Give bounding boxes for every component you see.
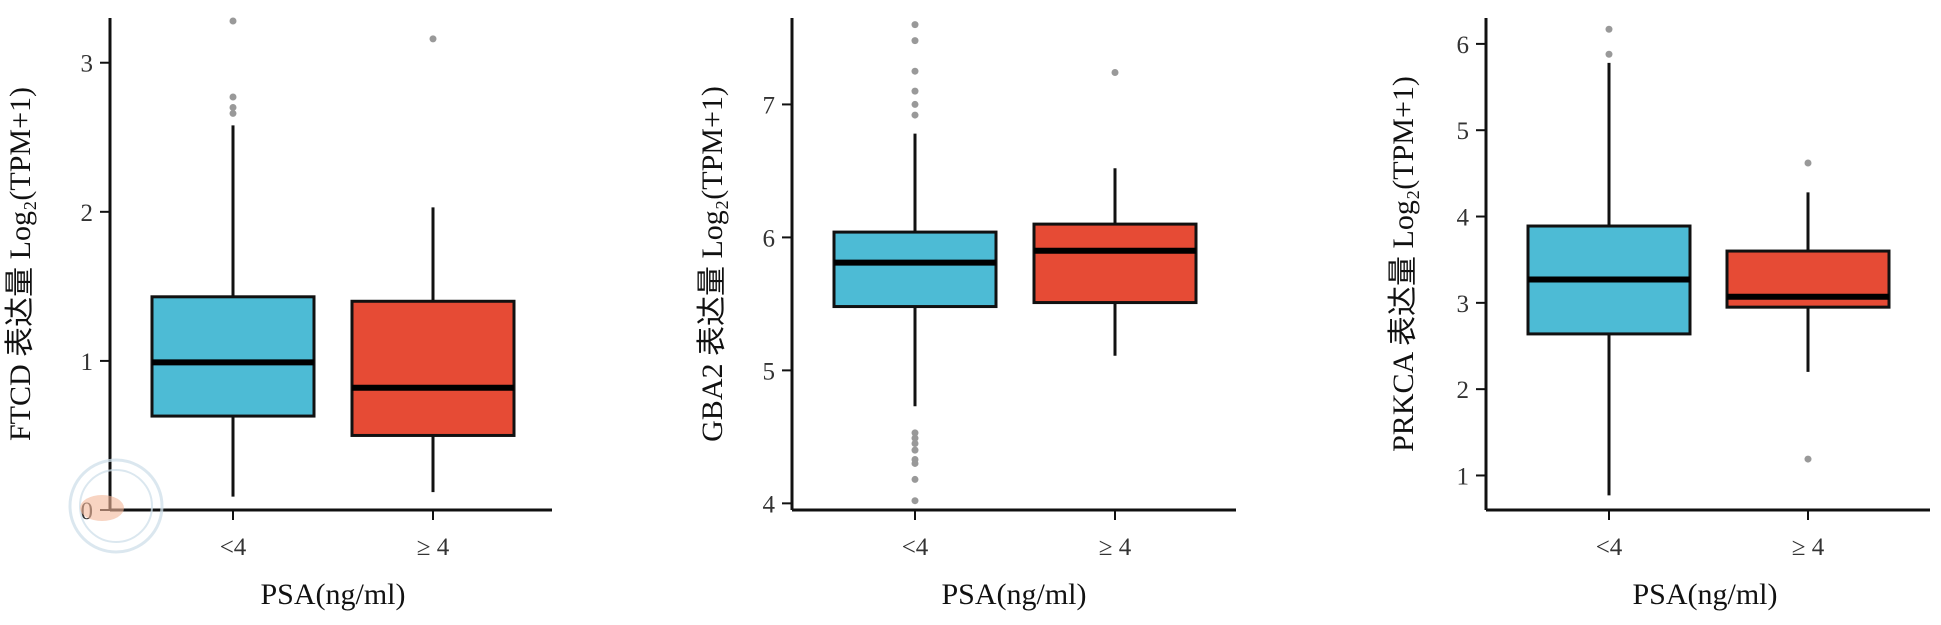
outlier-point: [911, 434, 919, 442]
x-tick-label: <4: [220, 534, 247, 561]
y-tick-label: 7: [763, 92, 776, 119]
y-tick-label: 5: [763, 358, 776, 385]
x-tick-label: ≥ 4: [417, 534, 450, 561]
outlier-point: [911, 475, 919, 483]
box-lt4: [150, 295, 316, 418]
y-tick-label: 6: [763, 225, 776, 252]
x-tick-label: <4: [902, 534, 929, 561]
outlier-point: [911, 100, 919, 108]
outlier-point: [911, 497, 919, 505]
watermark-inner-ring: [79, 469, 153, 543]
outlier-point: [229, 17, 237, 25]
outlier-point: [911, 111, 919, 119]
box-ge4: [350, 299, 516, 437]
y-tick-label: 4: [763, 491, 776, 518]
outlier-point: [911, 87, 919, 95]
outlier-point: [911, 440, 919, 448]
outlier-point: [911, 37, 919, 45]
box-ge4: [1032, 222, 1198, 305]
outlier-point: [229, 93, 237, 101]
outlier-point: [1804, 159, 1812, 167]
outlier-point: [1605, 25, 1613, 33]
watermark-emblem: [80, 495, 124, 521]
outlier-point: [229, 109, 237, 117]
outlier-point: [911, 455, 919, 463]
y-tick-label: 1: [81, 349, 94, 376]
outlier-point: [911, 446, 919, 454]
journal-seal-icon: [68, 458, 164, 554]
y-tick-label: 4: [1457, 205, 1470, 232]
x-tick-label: <4: [1596, 534, 1623, 561]
boxplot-panel-3: 1 2 3 4 5 6 <4 ≥ 4 PRKCA 表达量 Log₂(TPM+1) PSA(ng/m…: [1387, 18, 1930, 611]
y-axis-title: FTCD 表达量 Log₂(TPM+1): [4, 87, 37, 441]
y-tick-label: 5: [1457, 118, 1470, 145]
y-tick-label: 3: [1457, 291, 1470, 318]
y-axis-title: PRKCA 表达量 Log₂(TPM+1): [1387, 76, 1420, 452]
outlier-point: [1605, 50, 1613, 58]
outlier-point: [911, 67, 919, 75]
x-axis-title: PSA(ng/ml): [260, 578, 405, 611]
outlier-point: [1804, 455, 1812, 463]
outlier-point: [1111, 69, 1119, 77]
y-tick-label: 1: [1457, 463, 1470, 490]
y-tick-label: 3: [81, 51, 94, 78]
outlier-point: [429, 35, 437, 43]
x-tick-label: ≥ 4: [1792, 534, 1825, 561]
watermark-ring: [68, 458, 164, 554]
y-tick-label: 2: [81, 200, 94, 227]
boxplot-panel-2: 4 5 6 7 <4 ≥ 4 GBA2 表达量 Log₂(TPM+1) PSA(ng/ml): [696, 18, 1236, 611]
x-axis-title: PSA(ng/ml): [1632, 578, 1777, 611]
y-tick-label: 2: [1457, 377, 1470, 404]
x-tick-label: ≥ 4: [1099, 534, 1132, 561]
outlier-point: [911, 21, 919, 29]
y-tick-label: 6: [1457, 32, 1470, 59]
box-lt4: [832, 230, 998, 309]
y-axis-title: GBA2 表达量 Log₂(TPM+1): [696, 86, 729, 442]
x-axis-title: PSA(ng/ml): [941, 578, 1086, 611]
outlier-point: [229, 103, 237, 111]
outlier-point: [911, 429, 919, 437]
